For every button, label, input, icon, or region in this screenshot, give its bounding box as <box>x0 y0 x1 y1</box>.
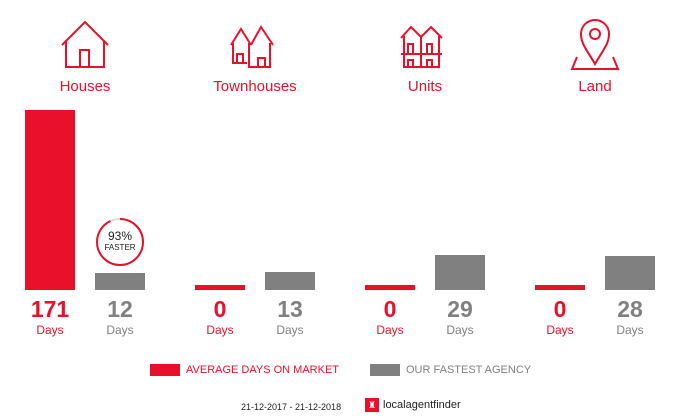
average-bar <box>365 285 415 290</box>
logo-icon: ♜ <box>365 398 379 412</box>
date-range: 21-12-2017 - 21-12-2018 <box>241 402 342 412</box>
units-icon <box>400 25 443 68</box>
bar-value: 0 <box>553 296 567 322</box>
legend-swatch-average <box>150 364 180 376</box>
days-label: Days <box>616 323 644 337</box>
days-label: Days <box>546 323 574 337</box>
legend-average: AVERAGE DAYS ON MARKET <box>150 364 339 376</box>
average-bar <box>25 110 75 290</box>
agency-bar <box>435 255 485 290</box>
faster-badge: 93% FASTER <box>95 217 145 267</box>
days-label: Days <box>446 323 474 337</box>
legend-label-agency: OUR FASTEST AGENCY <box>406 364 532 376</box>
days-label: Days <box>276 323 304 337</box>
legend-swatch-agency <box>370 364 400 376</box>
agency-bar <box>95 272 145 290</box>
average-bar <box>535 285 585 290</box>
faster-percent: 93% <box>107 229 133 243</box>
days-label: Days <box>376 323 404 337</box>
legend-agency: OUR FASTEST AGENCY <box>370 364 531 376</box>
bar-value: 28 <box>617 296 643 322</box>
category-label: Townhouses <box>213 78 297 95</box>
days-label: Days <box>206 323 234 337</box>
bar-value: 0 <box>213 296 227 322</box>
bar-value: 13 <box>277 296 303 322</box>
townhouse-icon <box>230 25 274 68</box>
agency-bar <box>265 271 315 290</box>
category-townhouses: Townhouses <box>185 12 325 95</box>
bar-value: 171 <box>30 296 70 322</box>
days-label: Days <box>36 323 64 337</box>
category-houses: Houses <box>15 12 155 95</box>
land-pin-icon <box>570 19 620 70</box>
category-label: Land <box>578 78 612 95</box>
days-label: Days <box>106 323 134 337</box>
bar-value: 29 <box>447 296 473 322</box>
legend-label-average: AVERAGE DAYS ON MARKET <box>186 364 340 376</box>
faster-text: FASTER <box>104 243 136 252</box>
category-label: Houses <box>59 78 111 95</box>
average-bar <box>195 285 245 290</box>
agency-bar <box>605 256 655 290</box>
house-icon <box>61 20 109 68</box>
bar-value: 12 <box>107 296 133 322</box>
bar-value: 0 <box>383 296 397 322</box>
logo-text: localagentfinder <box>383 399 461 411</box>
category-land: Land <box>525 12 665 95</box>
logo: ♜ localagentfinder <box>365 398 461 412</box>
category-label: Units <box>407 78 443 95</box>
category-units: Units <box>355 12 495 95</box>
